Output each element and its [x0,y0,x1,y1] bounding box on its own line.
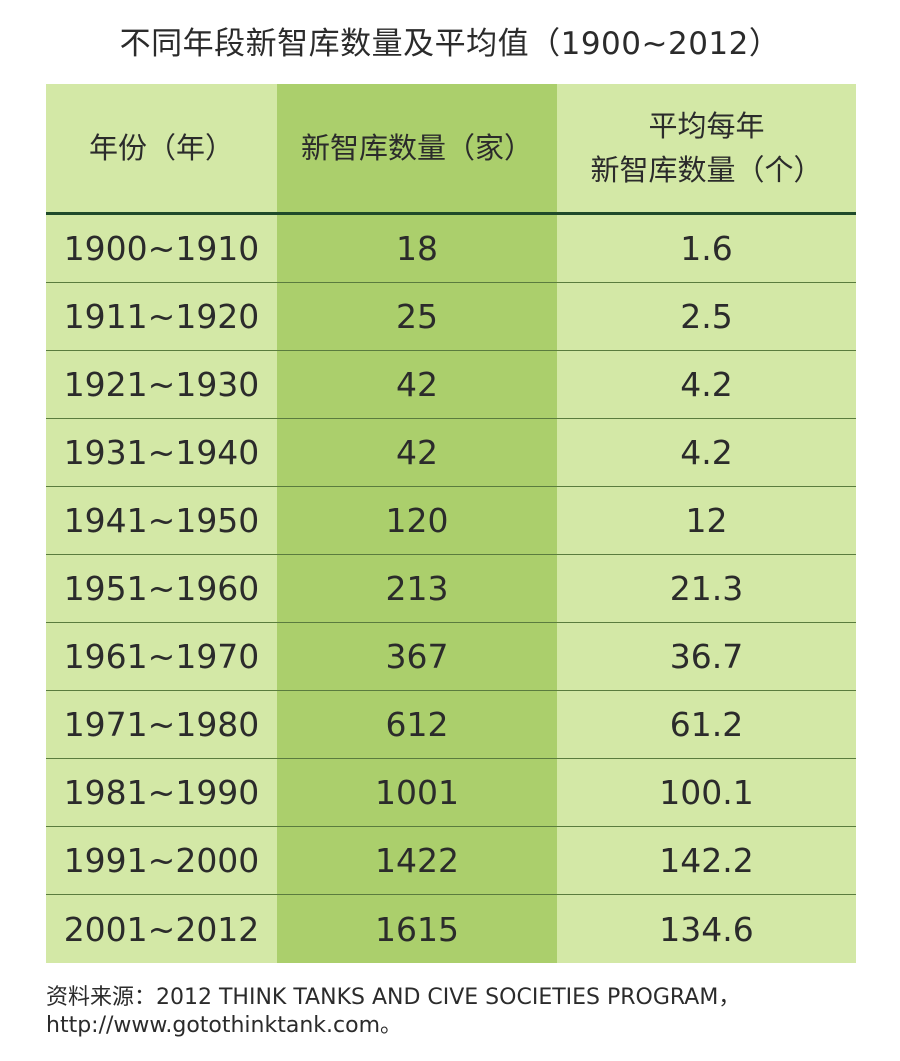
cell-average: 142.2 [659,841,754,880]
table-row: 1991~2000 1422 142.2 [46,827,856,895]
table-row: 1981~1990 1001 100.1 [46,759,856,827]
table-row: 1941~1950 120 12 [46,487,856,555]
cell-average: 1.6 [680,229,733,268]
header-period: 年份（年） [88,131,234,165]
header-average-line1: 平均每年 [648,109,765,143]
table-row: 1900~1910 18 1.6 [46,215,856,283]
cell-period: 1941~1950 [63,501,260,540]
cell-period: 1971~1980 [63,705,260,744]
source-note: 资料来源：2012 THINK TANKS AND CIVE SOCIETIES… [46,984,866,1040]
cell-count: 25 [396,297,438,336]
cell-period: 1961~1970 [63,637,260,676]
cell-count: 1422 [375,841,459,880]
table-header: 年份（年） 新智库数量（家） 平均每年 新智库数量（个） [46,84,856,215]
cell-count: 120 [385,501,449,540]
source-line-1: 资料来源：2012 THINK TANKS AND CIVE SOCIETIES… [46,985,741,1010]
cell-period: 1981~1990 [63,773,260,812]
cell-average: 21.3 [669,569,744,608]
cell-count: 42 [396,365,438,404]
source-line-2: http://www.gotothinktank.com。 [46,1013,402,1038]
cell-period: 1911~1920 [63,297,260,336]
cell-average: 4.2 [680,365,733,404]
table-row: 1951~1960 213 21.3 [46,555,856,623]
table-row: 1911~1920 25 2.5 [46,283,856,351]
cell-average: 12 [685,501,728,540]
cell-count: 612 [385,705,449,744]
table-row: 1971~1980 612 61.2 [46,691,856,759]
header-average-line2: 新智库数量（个） [590,153,823,187]
cell-average: 61.2 [669,705,744,744]
table-row: 2001~2012 1615 134.6 [46,895,856,963]
cell-count: 367 [385,637,449,676]
header-count: 新智库数量（家） [300,131,533,165]
cell-count: 42 [396,433,438,472]
cell-average: 100.1 [659,773,754,812]
chart-title: 不同年段新智库数量及平均值（1900~2012） [119,26,781,62]
cell-average: 4.2 [680,433,733,472]
cell-period: 2001~2012 [63,909,260,949]
cell-period: 1921~1930 [63,365,260,404]
cell-count: 1001 [375,773,459,812]
cell-count: 213 [385,569,449,608]
cell-period: 1951~1960 [63,569,260,608]
cell-average: 36.7 [669,637,744,676]
table-row: 1921~1930 42 4.2 [46,351,856,419]
cell-count: 18 [396,229,438,268]
cell-period: 1991~2000 [63,841,260,880]
cell-average: 134.6 [659,909,754,949]
cell-count: 1615 [375,909,459,949]
table-row: 1931~1940 42 4.2 [46,419,856,487]
header-average: 平均每年 新智库数量（个） [557,84,856,212]
cell-average: 2.5 [680,297,733,336]
data-table: 年份（年） 新智库数量（家） 平均每年 新智库数量（个） 1900~1910 18… [46,84,856,963]
cell-period: 1931~1940 [63,433,260,472]
table-body: 1900~1910 18 1.6 1911~1920 25 2.5 1921~1930 42 4… [46,215,856,963]
cell-period: 1900~1910 [63,229,260,268]
table-row: 1961~1970 367 36.7 [46,623,856,691]
highlight-column-background [277,84,557,963]
